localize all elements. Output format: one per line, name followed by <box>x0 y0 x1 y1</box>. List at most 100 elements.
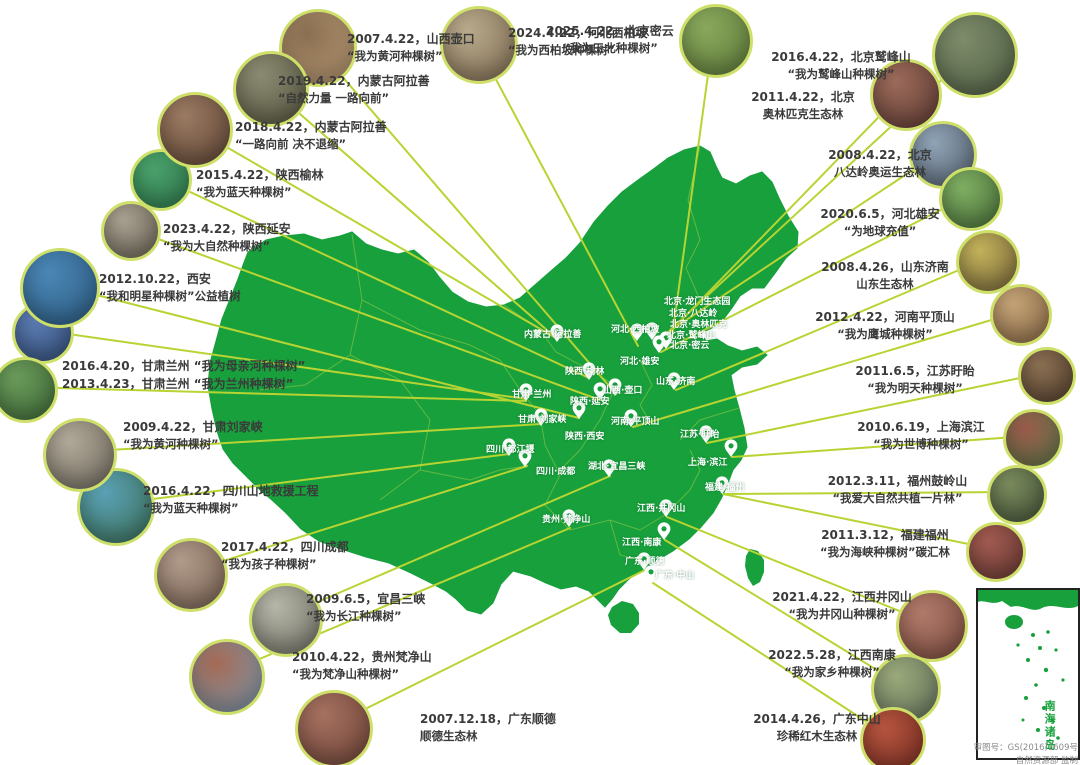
city-label: 北京·密云 <box>670 341 710 351</box>
event-slogan: “我为世博种棵树” <box>873 437 969 451</box>
map-pin <box>644 565 658 583</box>
event-date-location: 2012.10.22，西安 <box>99 272 211 286</box>
map-pin <box>645 322 659 340</box>
connector-line <box>666 516 930 624</box>
event-label: 2009.4.22，甘肃刘家峡 “我为黄河种棵树” <box>123 418 298 453</box>
map-pin <box>534 408 548 426</box>
event-date-location: 2011.3.12，福建福州 <box>821 528 949 542</box>
city-label: 四川·都江堰 <box>486 445 535 455</box>
connector-line <box>39 329 527 400</box>
event-date-location: 2008.4.26，山东济南 <box>821 260 949 274</box>
city-label: 陕西·西安 <box>565 432 605 442</box>
event-slogan: “我为明天种棵树” <box>867 381 963 395</box>
connector-line <box>706 372 1045 444</box>
event-label: 2010.6.19，上海滨江 “我为世博种棵树” <box>835 418 1007 453</box>
city-label: 北京·龙门生态园 <box>664 297 731 307</box>
event-date-location: 2020.6.5，河北雄安 <box>820 207 940 221</box>
event-date-location: 2018.4.22，内蒙古阿拉善 <box>235 120 387 134</box>
event-date-location: 2009.4.22，甘肃刘家峡 <box>123 420 263 434</box>
city-label: 北京·鹫峰山 <box>667 331 716 341</box>
event-slogan: “一路向前 决不退缩” <box>235 137 347 151</box>
event-slogan: “我爱大自然共植一片林” <box>832 491 963 505</box>
connector-line <box>722 493 994 550</box>
event-date-location: 2017.4.22，四川成都 <box>221 540 349 554</box>
map-pin <box>657 522 671 540</box>
city-label: 陕西·榆林 <box>565 367 605 377</box>
event-slogan: “我为黄河种棵树” <box>123 437 219 451</box>
event-date-location: 2009.6.5，宜昌三峡 <box>306 592 426 606</box>
event-photo <box>1003 409 1063 469</box>
event-date-location: 2015.4.22，陕西榆林 <box>196 168 324 182</box>
map-pin <box>724 439 738 457</box>
event-slogan: “我为海峡种棵树”碳汇林 <box>819 545 951 559</box>
event-label: 2013.4.23，甘肃兰州 “我为兰州种棵树” <box>62 375 352 393</box>
event-label: 2020.6.5，河北雄安 “为地球充值” <box>800 205 960 240</box>
connector-lines <box>21 37 1045 738</box>
event-date-location: 2016.4.20，甘肃兰州 “我为母亲河种棵树” <box>62 359 306 373</box>
event-date-location: 2010.6.19，上海滨江 <box>857 420 985 434</box>
city-label: 内蒙古·阿拉善 <box>524 330 582 340</box>
map-pin <box>593 382 607 400</box>
event-slogan: “我为蓝天种棵树” <box>196 185 292 199</box>
city-label: 甘肃·刘家峡 <box>518 415 567 425</box>
event-date-location: 2025.4.22，北京密云 <box>546 24 674 38</box>
map-pin <box>562 509 576 527</box>
connector-line <box>112 453 510 505</box>
event-date-location: 2016.4.22，北京鹫峰山 <box>771 50 911 64</box>
event-date-location: 2021.4.22，江西井冈山 <box>772 590 912 604</box>
event-date-location: 2011.4.22，北京 <box>751 90 855 104</box>
connector-line <box>157 176 590 379</box>
map-pin <box>667 372 681 390</box>
map-pin <box>518 449 532 467</box>
map-pin <box>572 401 586 419</box>
connector-line <box>652 582 891 738</box>
city-label: 广东·顺德 <box>625 557 665 567</box>
event-date-location: 2011.6.5，江苏盱眙 <box>855 364 975 378</box>
event-photo <box>233 51 309 127</box>
map-approval-number: 审图号：GS(2016)1609号 <box>973 743 1078 753</box>
event-date-location: 2008.4.22，北京 <box>828 148 932 162</box>
event-photo <box>990 284 1052 346</box>
city-label: 山东·济南 <box>656 377 696 387</box>
event-photo <box>870 59 942 131</box>
event-photo <box>896 590 968 662</box>
connector-line <box>187 465 528 573</box>
event-date-location: 2023.4.22，陕西延安 <box>163 222 291 236</box>
china-mainland-outline <box>207 145 799 615</box>
map-pin <box>519 383 533 401</box>
city-label: 江西·井冈山 <box>637 504 686 514</box>
event-photo <box>101 201 161 261</box>
event-photo <box>966 522 1026 582</box>
event-photo <box>987 465 1047 525</box>
city-label: 福建·福州 <box>705 483 745 493</box>
event-slogan: “我为鹰城种棵树” <box>837 327 933 341</box>
event-photo <box>939 167 1003 231</box>
connector-line <box>282 475 611 618</box>
event-slogan: 八达岭奥运生态林 <box>834 165 926 179</box>
connector-line <box>191 126 557 339</box>
city-label: 北京·奥林匹克 <box>670 320 728 330</box>
hainan-island <box>608 601 639 633</box>
event-label: 2008.4.26，山东济南 山东生态林 <box>805 258 965 293</box>
event-photo <box>189 639 265 715</box>
event-photo <box>43 418 117 492</box>
inset-label-nanhai: 南海诸岛 <box>1043 700 1057 752</box>
city-label: 江苏·盱眙 <box>680 430 720 440</box>
event-label: 2017.4.22，四川成都 “我为孩子种棵树” <box>221 538 371 573</box>
event-slogan: “我为西柏坡种棵树” <box>508 43 616 57</box>
event-slogan: “我和明星种棵树”公益植树 <box>99 289 241 303</box>
event-label: 2007.12.18，广东顺德 顺德生态林 <box>420 710 590 745</box>
inset-map-graphics <box>978 590 1078 740</box>
map-pin <box>630 323 644 341</box>
event-slogan: 奥林匹克生态林 <box>762 107 844 121</box>
event-slogan: “我为三北种棵树” <box>562 41 658 55</box>
city-label: 湖北·宜昌三峡 <box>588 462 646 472</box>
event-photo <box>157 92 233 168</box>
event-date-location: 2019.4.22，内蒙古阿拉善 <box>278 74 430 88</box>
connector-line <box>56 284 580 419</box>
event-slogan: “我为鹫峰山种棵树” <box>787 67 895 81</box>
connector-line <box>722 491 1015 495</box>
city-label: 上海·滨江 <box>688 458 728 468</box>
event-photo <box>932 12 1018 98</box>
